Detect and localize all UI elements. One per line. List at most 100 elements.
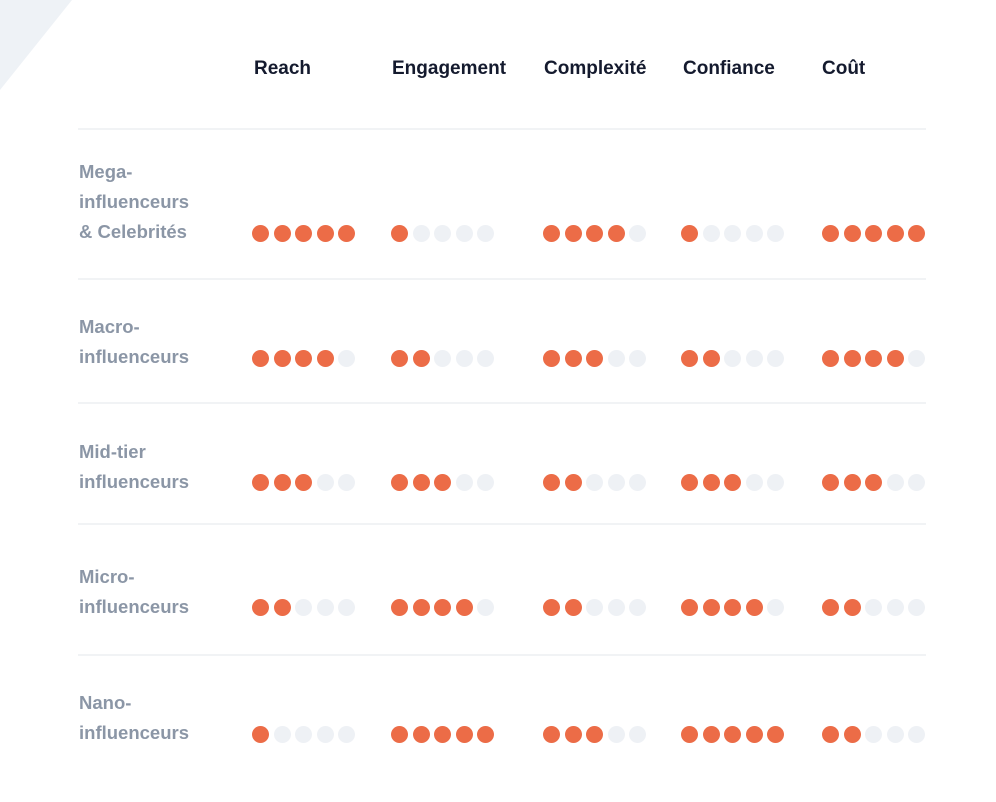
filled-dot	[252, 224, 269, 242]
filled-dot	[543, 725, 560, 743]
filled-dot	[434, 598, 452, 616]
filled-dot	[477, 725, 495, 743]
rating-dots	[681, 224, 785, 242]
rating-dots	[252, 598, 356, 616]
row-label-line: & Celebrités	[79, 221, 187, 242]
empty-dot	[338, 473, 356, 491]
filled-dot	[252, 473, 269, 491]
corner-decoration	[0, 0, 72, 90]
empty-dot	[434, 349, 452, 367]
empty-dot	[724, 349, 742, 367]
filled-dot	[316, 349, 334, 367]
empty-dot	[586, 598, 604, 616]
filled-dot	[681, 349, 698, 367]
empty-dot	[607, 473, 625, 491]
row-label-line: influenceurs	[79, 471, 189, 492]
empty-dot	[607, 349, 625, 367]
column-header-reach: Reach	[254, 58, 312, 79]
rating-dots	[681, 349, 785, 367]
empty-dot	[886, 598, 904, 616]
empty-dot	[745, 224, 763, 242]
filled-dot	[702, 725, 720, 743]
filled-dot	[822, 598, 839, 616]
filled-dot	[252, 349, 269, 367]
empty-dot	[629, 725, 647, 743]
empty-dot	[724, 224, 742, 242]
filled-dot	[543, 598, 560, 616]
filled-dot	[702, 598, 720, 616]
empty-dot	[477, 473, 495, 491]
empty-dot	[434, 224, 452, 242]
filled-dot	[295, 349, 313, 367]
row-label-line: influenceurs	[79, 191, 189, 212]
row-label-line: influenceurs	[79, 722, 189, 743]
rating-dots	[681, 725, 785, 743]
rating-dots	[543, 473, 647, 491]
row-label-mid-tier: Mid-tier influenceurs	[79, 437, 189, 497]
empty-dot	[767, 473, 785, 491]
rating-dots	[391, 598, 495, 616]
filled-dot	[702, 349, 720, 367]
filled-dot	[886, 224, 904, 242]
filled-dot	[564, 224, 582, 242]
empty-dot	[295, 598, 313, 616]
row-label-line: influenceurs	[79, 346, 189, 367]
filled-dot	[412, 473, 430, 491]
filled-dot	[865, 349, 883, 367]
empty-dot	[865, 598, 883, 616]
filled-dot	[843, 224, 861, 242]
filled-dot	[412, 598, 430, 616]
empty-dot	[908, 725, 926, 743]
filled-dot	[822, 473, 839, 491]
filled-dot	[908, 224, 926, 242]
row-label-line: Macro-	[79, 316, 140, 337]
empty-dot	[477, 598, 495, 616]
rating-dots	[822, 725, 926, 743]
filled-dot	[455, 598, 473, 616]
filled-dot	[273, 473, 291, 491]
filled-dot	[252, 598, 269, 616]
empty-dot	[702, 224, 720, 242]
filled-dot	[273, 224, 291, 242]
empty-dot	[586, 473, 604, 491]
empty-dot	[477, 349, 495, 367]
filled-dot	[316, 224, 334, 242]
filled-dot	[724, 598, 742, 616]
rating-dots	[252, 725, 356, 743]
empty-dot	[316, 725, 334, 743]
filled-dot	[434, 725, 452, 743]
column-header-complexite: Complexité	[544, 58, 647, 79]
filled-dot	[412, 349, 430, 367]
empty-dot	[412, 224, 430, 242]
filled-dot	[391, 598, 408, 616]
filled-dot	[681, 598, 698, 616]
column-header-confiance: Confiance	[683, 58, 775, 79]
filled-dot	[564, 598, 582, 616]
filled-dot	[865, 473, 883, 491]
empty-dot	[908, 349, 926, 367]
filled-dot	[273, 349, 291, 367]
column-header-cout: Coût	[822, 58, 866, 79]
empty-dot	[607, 725, 625, 743]
filled-dot	[822, 349, 839, 367]
rating-dots	[681, 598, 785, 616]
filled-dot	[843, 473, 861, 491]
divider	[78, 128, 926, 130]
rating-dots	[252, 224, 356, 242]
filled-dot	[681, 725, 698, 743]
empty-dot	[338, 598, 356, 616]
filled-dot	[564, 725, 582, 743]
filled-dot	[843, 725, 861, 743]
filled-dot	[724, 725, 742, 743]
empty-dot	[607, 598, 625, 616]
filled-dot	[295, 473, 313, 491]
filled-dot	[607, 224, 625, 242]
divider	[78, 402, 926, 404]
row-label-micro: Micro- influenceurs	[79, 562, 189, 622]
empty-dot	[316, 598, 334, 616]
row-label-line: influenceurs	[79, 596, 189, 617]
divider	[78, 654, 926, 656]
filled-dot	[434, 473, 452, 491]
row-label-nano: Nano- influenceurs	[79, 688, 189, 748]
empty-dot	[455, 349, 473, 367]
